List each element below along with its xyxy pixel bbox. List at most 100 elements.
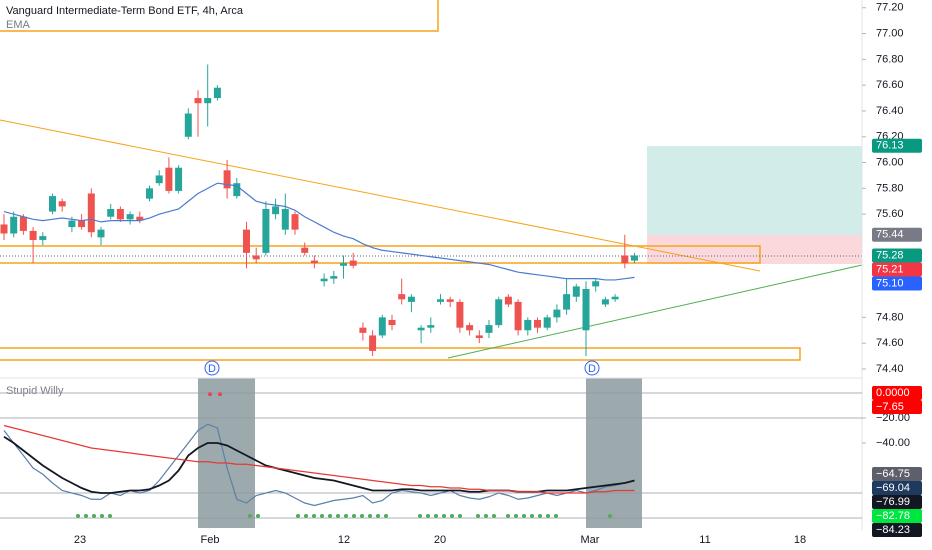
candle-body <box>398 294 406 300</box>
price-badge <box>872 276 922 291</box>
candle-body <box>136 216 144 221</box>
candle-body <box>514 301 522 331</box>
candle-body <box>126 214 134 220</box>
indicator-line <box>3 424 635 494</box>
candle-body <box>611 296 619 300</box>
candle-body <box>155 175 163 184</box>
price-badge <box>872 400 922 414</box>
candle-body <box>504 296 512 305</box>
candle-body <box>369 335 377 351</box>
y-tick-label: 74.40 <box>876 363 904 375</box>
candle-body <box>204 98 212 104</box>
y-tick-label: 76.40 <box>876 105 904 117</box>
x-tick-label: 11 <box>699 534 710 546</box>
box <box>0 347 801 361</box>
candle-body <box>272 206 280 215</box>
candle-body <box>194 98 202 104</box>
box <box>0 0 439 32</box>
x-tick-label: 18 <box>794 534 806 546</box>
price-badge-label: 75.28 <box>876 249 904 261</box>
candle-body <box>446 299 454 302</box>
candle-body <box>320 278 328 282</box>
candle-body <box>184 113 192 137</box>
y-tick-label: 77.20 <box>876 2 904 14</box>
marker <box>584 360 600 376</box>
candle-body <box>116 208 124 220</box>
candle-body <box>39 236 47 240</box>
signal-dots <box>76 514 612 518</box>
y-tick-label: −20.00 <box>876 412 910 424</box>
candle-body <box>87 193 95 233</box>
y-tick-label: 75.80 <box>876 182 904 194</box>
y-tick-label: 76.80 <box>876 53 904 65</box>
marker-label: D <box>208 363 216 375</box>
price-badge-label: −82.78 <box>876 510 910 522</box>
candle-body <box>340 263 347 266</box>
candle-body <box>427 325 435 328</box>
x-tick-label: 12 <box>338 534 350 546</box>
candle-body <box>485 325 493 333</box>
candle-body <box>0 224 8 234</box>
candle-body <box>417 327 425 331</box>
indicator-line <box>3 435 635 494</box>
candle-body <box>281 208 289 230</box>
price-badge <box>872 466 922 481</box>
candle-body <box>563 294 571 310</box>
candle-body <box>213 87 221 99</box>
candle-body <box>146 188 153 199</box>
candle-body <box>262 208 270 253</box>
candle-body <box>407 296 415 302</box>
candle-body <box>592 281 600 287</box>
box <box>0 245 761 264</box>
candle-body <box>310 260 318 264</box>
y-tick-label: 74.60 <box>876 337 904 349</box>
candle-body <box>175 167 183 191</box>
marker <box>204 360 220 376</box>
candle-body <box>243 229 250 253</box>
candle-body <box>29 230 37 240</box>
study-label: EMA <box>6 19 31 31</box>
shade <box>198 378 255 528</box>
candle-body <box>582 288 590 331</box>
y-tick-label: −40.00 <box>876 437 910 449</box>
candle-body <box>572 286 580 297</box>
candle-body <box>388 319 396 326</box>
price-badge <box>872 227 922 242</box>
price-badge-label: 75.21 <box>876 263 904 275</box>
target-zone <box>647 146 862 235</box>
x-tick-label: Feb <box>201 534 220 546</box>
candle-body <box>475 335 483 339</box>
candle-body <box>543 317 551 328</box>
candle-body <box>524 319 532 331</box>
candle-body <box>631 255 638 261</box>
price-badge-label: −64.75 <box>876 468 910 480</box>
candle-body <box>349 260 357 266</box>
price-badge-label: −69.04 <box>876 482 910 494</box>
candle-body <box>466 325 474 331</box>
x-tick-label: 23 <box>74 534 86 546</box>
y-tick-label: 76.00 <box>876 156 904 168</box>
trendline <box>0 119 761 272</box>
x-tick-label: Mar <box>581 534 600 546</box>
candle-body <box>330 276 338 279</box>
candle-body <box>97 229 105 238</box>
y-tick-label: 77.00 <box>876 27 904 39</box>
candle-body <box>78 220 86 228</box>
y-tick-label: 74.80 <box>876 311 904 323</box>
candle-body <box>621 255 629 264</box>
ema-line <box>3 182 635 281</box>
price-badge <box>872 522 922 537</box>
candle-body <box>301 247 309 253</box>
candle-body <box>378 317 386 336</box>
price-badge <box>872 248 922 263</box>
y-tick-label: 76.60 <box>876 79 904 91</box>
trendline <box>447 264 863 359</box>
candle-body <box>495 299 503 326</box>
price-badge-label: 76.13 <box>876 140 904 152</box>
candle-body <box>58 201 66 207</box>
candle-body <box>601 299 609 305</box>
candle-body <box>19 216 27 231</box>
candle-body <box>252 255 260 260</box>
candle-body <box>437 299 444 302</box>
